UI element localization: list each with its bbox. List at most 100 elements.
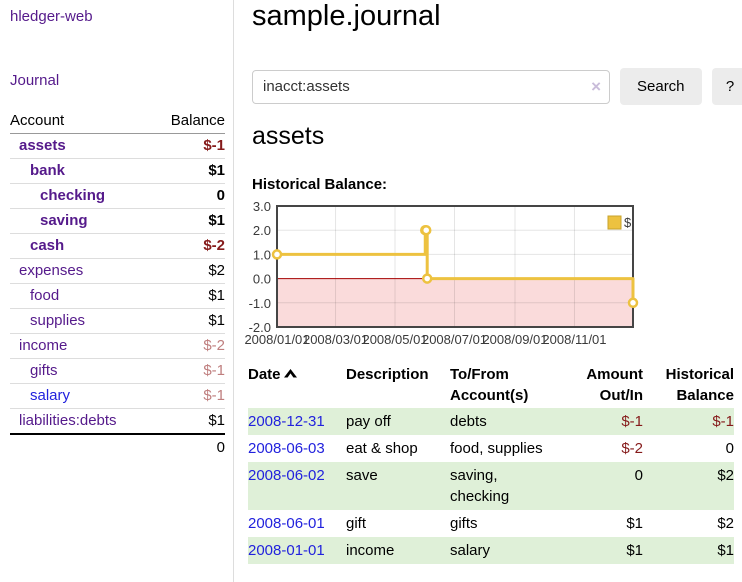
svg-text:2008/05/01: 2008/05/01 [362,332,427,347]
transaction-balance: $2 [717,467,734,484]
account-row: checking 0 [10,183,225,209]
help-button[interactable]: ? [711,68,742,105]
transaction-description: pay off [346,413,391,430]
transaction-date-link[interactable]: 2008-06-03 [248,440,325,457]
transaction-date-link[interactable]: 2008-06-02 [248,467,325,484]
transaction-accounts: saving, checking [450,467,510,505]
account-link[interactable]: income [19,337,68,354]
transaction-balance: $2 [717,515,734,532]
account-balance: $-2 [203,237,225,254]
account-row: gifts $-1 [10,358,225,384]
search-input[interactable] [252,69,610,104]
account-link[interactable]: saving [40,212,88,229]
nav-journal-link[interactable]: Journal [10,72,60,89]
account-balance: 0 [216,187,225,204]
transaction-description: save [346,467,378,484]
account-row: assets $-1 [10,134,225,159]
transaction-accounts: gifts [450,515,478,532]
account-row: saving $1 [10,208,225,234]
transactions-table: Date Description To/From Account(s) Amou… [248,362,734,564]
account-link[interactable]: food [30,287,60,304]
accounts-total-value: 0 [216,439,225,456]
transaction-row: 2008-06-03 eat & shop food, supplies $-2 0 [248,435,734,462]
account-link[interactable]: bank [30,162,66,179]
account-balance: $1 [208,212,225,229]
transaction-accounts: salary [450,542,491,559]
account-balance: $-1 [203,137,225,154]
account-heading: assets [252,122,325,150]
transaction-row: 2008-12-31 pay off debts $-1 $-1 [248,408,734,435]
search-form: × Search ? [252,68,742,105]
app-title-link[interactable]: hledger-web [10,8,93,25]
transaction-accounts: food, supplies [450,440,543,457]
transaction-row: 2008-06-02 save saving, checking 0 $2 [248,462,734,510]
column-header-description[interactable]: Description [346,366,429,383]
transaction-balance: $1 [717,542,734,559]
account-row: salary $-1 [10,383,225,409]
svg-text:2.0: 2.0 [253,223,271,238]
account-row: income $-2 [10,333,225,359]
page-title: sample.journal [252,0,441,32]
transaction-accounts: debts [450,413,487,430]
account-balance: $-1 [203,362,225,379]
transaction-amount: 0 [634,467,643,484]
svg-text:2008/07/01: 2008/07/01 [422,332,487,347]
transaction-date-link[interactable]: 2008-01-01 [248,542,325,559]
account-link[interactable]: supplies [30,312,86,329]
account-link[interactable]: checking [40,187,106,204]
svg-text:3.0: 3.0 [253,202,271,214]
account-link[interactable]: liabilities:debts [19,412,117,429]
main-content: sample.journal × Search ? assets Histori… [234,0,742,582]
account-link[interactable]: assets [19,137,66,154]
svg-text:$: $ [624,215,632,230]
accounts-header-balance: Balance [152,110,225,134]
account-balance: $1 [208,312,225,329]
column-header-accounts[interactable]: To/From Account(s) [450,366,529,404]
account-link[interactable]: cash [30,237,65,254]
account-link[interactable]: expenses [19,262,84,279]
column-header-amount[interactable]: Amount Out/In [586,366,643,404]
transaction-date-link[interactable]: 2008-12-31 [248,413,325,430]
svg-text:2008/03/01: 2008/03/01 [303,332,368,347]
transaction-description: gift [346,515,367,532]
account-link[interactable]: salary [30,387,71,404]
accounts-balance-table: Account Balance assets $-1 bank $1 checking 0… [10,110,225,461]
account-balance: $1 [208,162,225,179]
account-row: food $1 [10,283,225,309]
column-header-date[interactable]: Date [248,362,346,408]
transaction-amount: $1 [626,515,643,532]
accounts-total-row: 0 [10,434,225,461]
svg-text:2008/01/01: 2008/01/01 [244,332,309,347]
transaction-description: income [346,542,395,559]
transaction-row: 2008-06-01 gift gifts $1 $2 [248,510,734,537]
transaction-amount: $-2 [621,440,643,457]
account-link[interactable]: gifts [30,362,58,379]
account-row: expenses $2 [10,258,225,284]
transaction-balance: $-1 [712,413,734,430]
transaction-balance: 0 [725,440,734,457]
account-balance: $-1 [203,387,225,404]
svg-text:2008/11/01: 2008/11/01 [542,332,606,347]
search-button[interactable]: Search [620,68,702,105]
transaction-amount: $-1 [621,413,643,430]
svg-text:0.0: 0.0 [253,272,271,287]
account-balance: $1 [208,412,225,429]
account-row: bank $1 [10,158,225,184]
account-row: liabilities:debts $1 [10,408,225,435]
svg-text:2008/09/01: 2008/09/01 [482,332,547,347]
accounts-header-account: Account [10,110,153,134]
account-balance: $1 [208,287,225,304]
account-row: cash $-2 [10,233,225,259]
sort-ascending-icon [283,369,297,378]
account-row: supplies $1 [10,308,225,334]
transactions-header-row: Date Description To/From Account(s) Amou… [248,362,734,408]
sidebar: hledger-web Journal Account Balance asse… [0,0,234,582]
transaction-description: eat & shop [346,440,418,457]
transaction-row: 2008-01-01 income salary $1 $1 [248,537,734,564]
column-header-balance[interactable]: Historical Balance [665,366,734,404]
svg-text:-1.0: -1.0 [249,296,271,311]
historical-balance-chart[interactable]: 2008/01/012008/03/012008/05/012008/07/01… [234,202,694,354]
svg-text:1.0: 1.0 [253,247,271,262]
transaction-date-link[interactable]: 2008-06-01 [248,515,325,532]
clear-search-icon[interactable]: × [591,76,601,96]
